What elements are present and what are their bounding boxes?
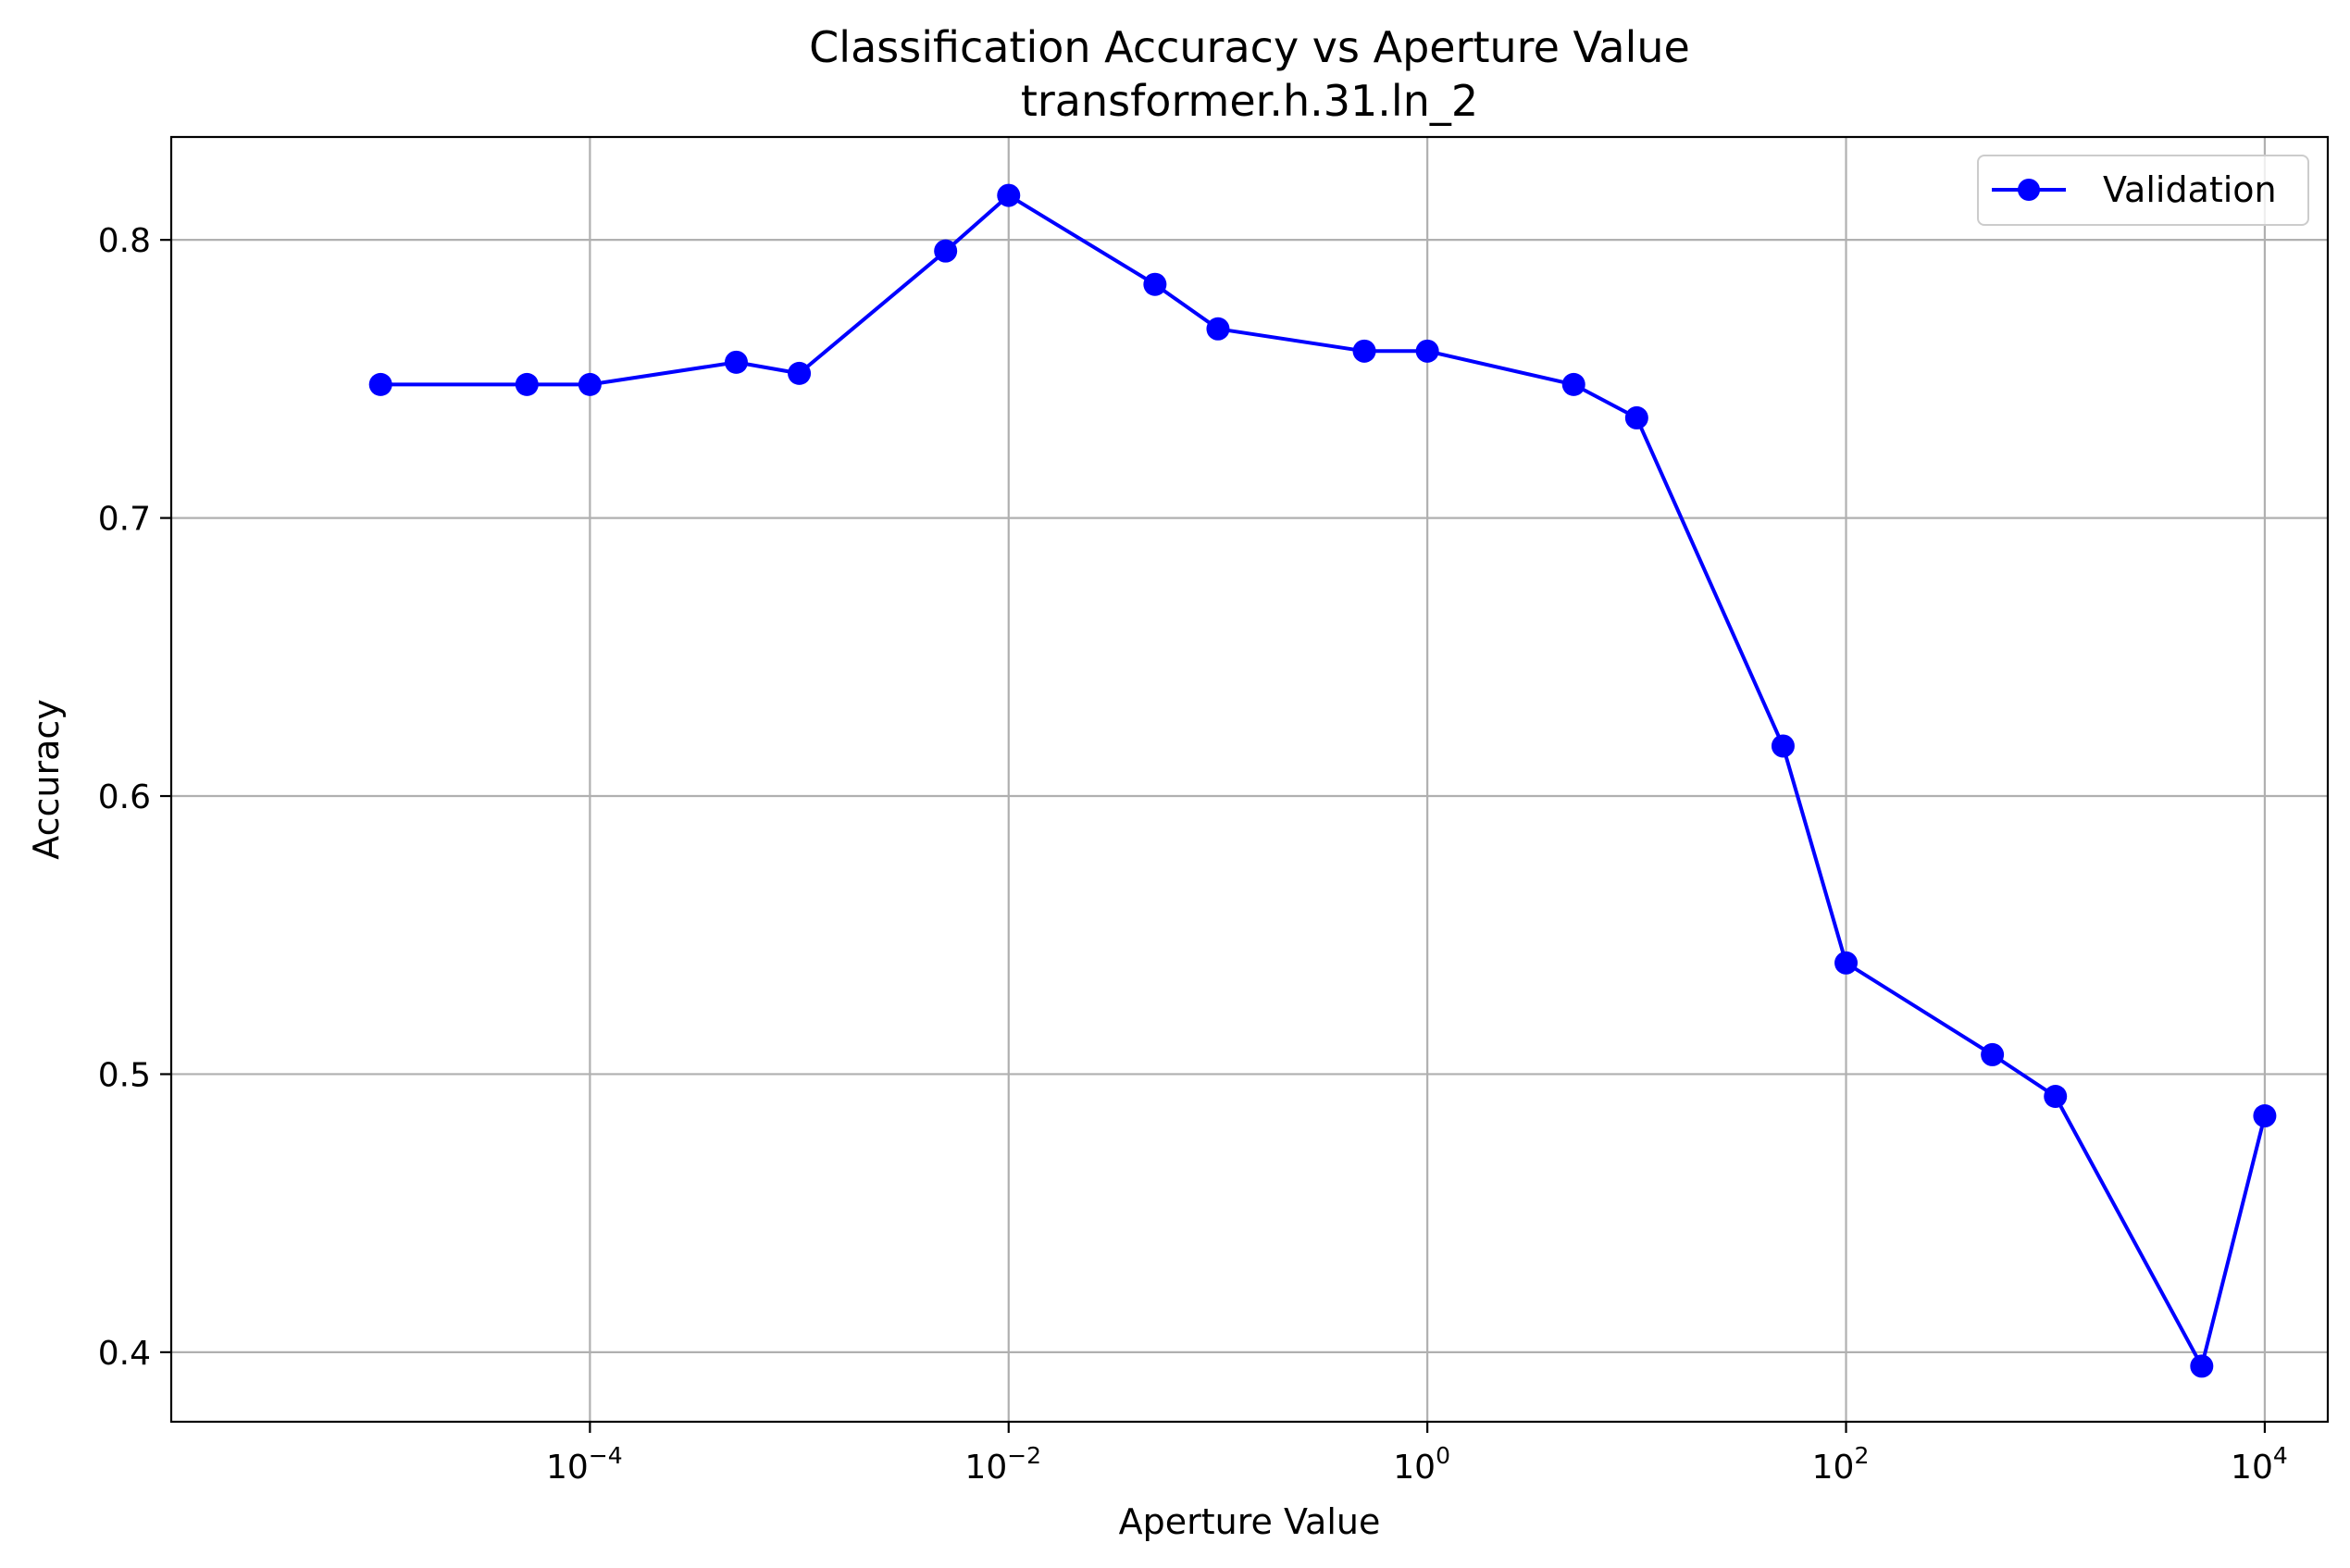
data-point bbox=[724, 350, 748, 374]
data-point bbox=[578, 372, 602, 396]
data-point bbox=[1206, 317, 1230, 341]
axes-frame bbox=[169, 135, 2330, 1424]
x-axis-label: Aperture Value bbox=[1119, 1501, 1381, 1542]
chart-title: Classification Accuracy vs Aperture Valu… bbox=[809, 22, 1690, 72]
data-point bbox=[1624, 405, 1648, 429]
legend: Validation bbox=[1977, 155, 2309, 226]
data-point bbox=[2044, 1084, 2068, 1108]
grid bbox=[171, 137, 2328, 1422]
data-point bbox=[2253, 1104, 2277, 1128]
series-line-validation bbox=[380, 193, 2267, 1368]
legend-label: Validation bbox=[2103, 169, 2277, 210]
chart-subtitle: transformer.h.31.ln_2 bbox=[1021, 76, 1478, 126]
data-point bbox=[1561, 372, 1585, 396]
legend-box bbox=[1977, 155, 2309, 226]
data-point bbox=[1352, 339, 1376, 363]
data-point bbox=[1415, 339, 1439, 363]
x-tick-label: 102 bbox=[1812, 1442, 1870, 1487]
data-point bbox=[934, 239, 958, 263]
y-tick-label: 0.8 bbox=[98, 222, 151, 260]
plot-area bbox=[368, 183, 2277, 1378]
x-tick-label: 10−2 bbox=[964, 1442, 1041, 1487]
y-tick-label: 0.5 bbox=[98, 1056, 151, 1094]
data-point bbox=[997, 183, 1021, 207]
y-axis-label: Accuracy bbox=[26, 699, 67, 860]
data-point bbox=[515, 372, 539, 396]
data-point bbox=[1834, 951, 1859, 975]
x-tick-label: 104 bbox=[2231, 1442, 2288, 1487]
x-tick-label: 10−4 bbox=[546, 1442, 623, 1487]
data-point bbox=[1143, 272, 1167, 296]
data-point bbox=[1771, 734, 1795, 758]
x-tick-label: 100 bbox=[1393, 1442, 1450, 1487]
data-point bbox=[368, 372, 392, 396]
y-tick-label: 0.6 bbox=[98, 778, 151, 816]
data-point bbox=[1981, 1042, 2005, 1066]
data-point bbox=[2190, 1354, 2214, 1378]
axis-ticks: 10−4 10−2 100 102 104 0.4 0.5 0.6 0.7 0.8 bbox=[98, 222, 2288, 1487]
y-tick-label: 0.7 bbox=[98, 501, 151, 539]
legend-marker bbox=[2018, 179, 2040, 201]
y-tick-label: 0.4 bbox=[98, 1335, 151, 1373]
data-point bbox=[788, 361, 812, 385]
